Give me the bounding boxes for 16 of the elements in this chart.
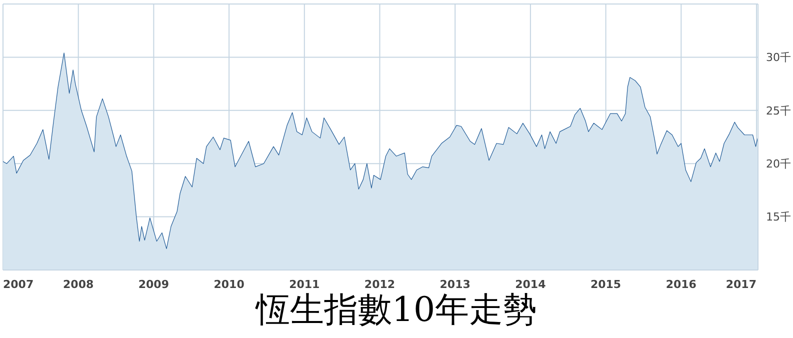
- x-tick-label: 2010: [214, 278, 245, 291]
- x-tick-label: 2009: [138, 278, 170, 291]
- x-tick-label: 2011: [289, 278, 320, 291]
- text: 恆生指數10年走勢: [254, 290, 538, 330]
- x-tick-label: 2008: [63, 278, 94, 291]
- x-tick-label: 2013: [440, 278, 470, 291]
- x-tick-label: 2007: [3, 278, 34, 291]
- y-tick-label: 30千: [766, 51, 791, 64]
- x-tick-label: 2014: [515, 278, 546, 291]
- x-tick-label: 2012: [364, 278, 396, 291]
- x-tick-label: 2017: [726, 278, 756, 291]
- y-tick-label: 20千: [766, 158, 791, 171]
- x-tick-label: 2016: [666, 278, 697, 291]
- y-tick-label: 15千: [766, 210, 791, 224]
- x-tick-label: 2015: [590, 278, 622, 291]
- y-tick-label: 25千: [766, 104, 791, 118]
